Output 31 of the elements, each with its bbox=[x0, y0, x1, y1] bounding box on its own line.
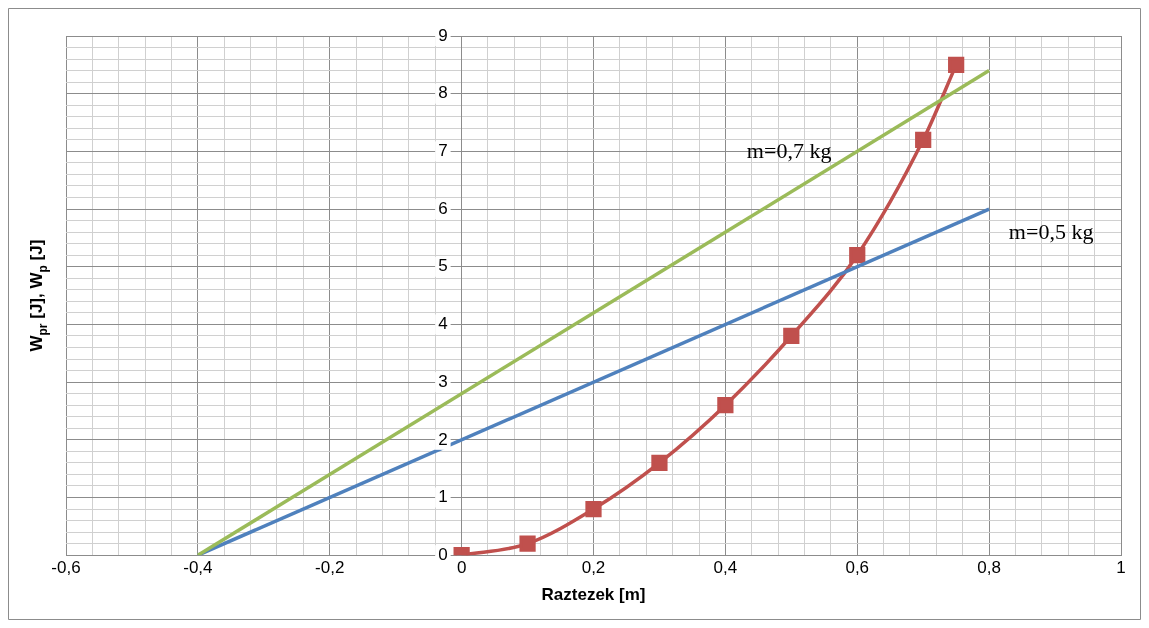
x-axis-title: Raztezek [m] bbox=[541, 585, 646, 605]
point bbox=[915, 131, 932, 148]
x-tick-label: 0,8 bbox=[977, 558, 1001, 578]
x-tick-label: 0,4 bbox=[713, 558, 738, 578]
y-tick-label: 1 bbox=[438, 487, 448, 507]
point bbox=[651, 454, 668, 472]
series-label: m=0,7 kg bbox=[746, 138, 832, 164]
point bbox=[849, 247, 866, 264]
y-tick-label: 7 bbox=[438, 141, 448, 161]
point bbox=[948, 56, 965, 73]
x-tick-label: 0,2 bbox=[581, 558, 606, 578]
point bbox=[519, 535, 536, 552]
point bbox=[783, 327, 800, 345]
x-tick-label: -0,4 bbox=[183, 558, 213, 578]
x-tick-label: 0,6 bbox=[845, 558, 870, 578]
y-tick-label: 2 bbox=[438, 429, 448, 449]
y-axis-title: Wpr [J], Wp [J] bbox=[27, 239, 50, 352]
y-tick-label: 8 bbox=[438, 83, 448, 103]
point bbox=[585, 500, 602, 518]
x-tick-label: 0 bbox=[456, 558, 467, 578]
x-tick-label: -0,2 bbox=[315, 558, 345, 578]
y-tick-label: 5 bbox=[438, 256, 448, 276]
x-tick-label: 1 bbox=[1116, 558, 1126, 578]
y-tick-label: 0 bbox=[438, 544, 448, 564]
x-tick-label: -0,6 bbox=[51, 558, 81, 578]
series-label: m=0,5 kg bbox=[1008, 218, 1094, 244]
y-tick-label: 3 bbox=[438, 371, 448, 391]
point bbox=[717, 397, 734, 414]
y-tick-label: 9 bbox=[438, 25, 448, 45]
y-tick-label: 4 bbox=[438, 314, 448, 334]
y-tick-label: 6 bbox=[438, 198, 448, 218]
